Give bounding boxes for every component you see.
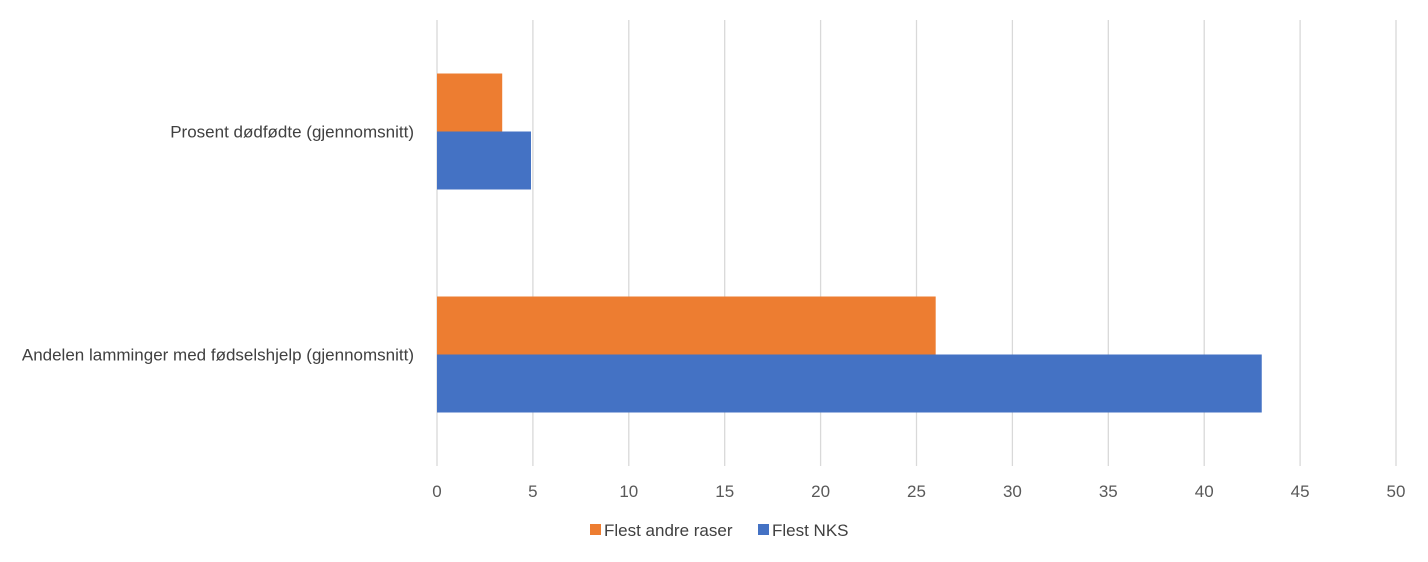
x-tick-label: 5 [528,482,537,501]
x-tick-label: 20 [811,482,830,501]
bar-flest-andre-raser [437,296,936,355]
x-tick-label: 15 [715,482,734,501]
legend: Flest andre raser Flest NKS [590,521,849,540]
gridlines [436,20,1397,466]
bar-flest-nks [437,354,1262,413]
bars [437,73,1262,413]
bar-flest-nks [437,131,531,190]
x-tick-label: 45 [1291,482,1310,501]
x-tick-label: 25 [907,482,926,501]
category-labels: Prosent dødfødte (gjennomsnitt) Andelen l… [22,123,414,365]
x-tick-label: 30 [1003,482,1022,501]
x-tick-label: 40 [1195,482,1214,501]
legend-swatch [758,524,769,535]
x-tick-label: 50 [1387,482,1406,501]
legend-label: Flest andre raser [604,521,733,540]
x-tick-label: 0 [432,482,441,501]
x-axis-ticks: 0 5 10 15 20 25 30 35 40 45 50 [432,482,1405,501]
bar-flest-andre-raser [437,73,503,132]
legend-label: Flest NKS [772,521,849,540]
category-label: Prosent dødfødte (gjennomsnitt) [170,123,414,142]
x-tick-label: 10 [619,482,638,501]
category-label: Andelen lamminger med fødselshjelp (gjen… [22,346,414,365]
x-tick-label: 35 [1099,482,1118,501]
legend-swatch [590,524,601,535]
